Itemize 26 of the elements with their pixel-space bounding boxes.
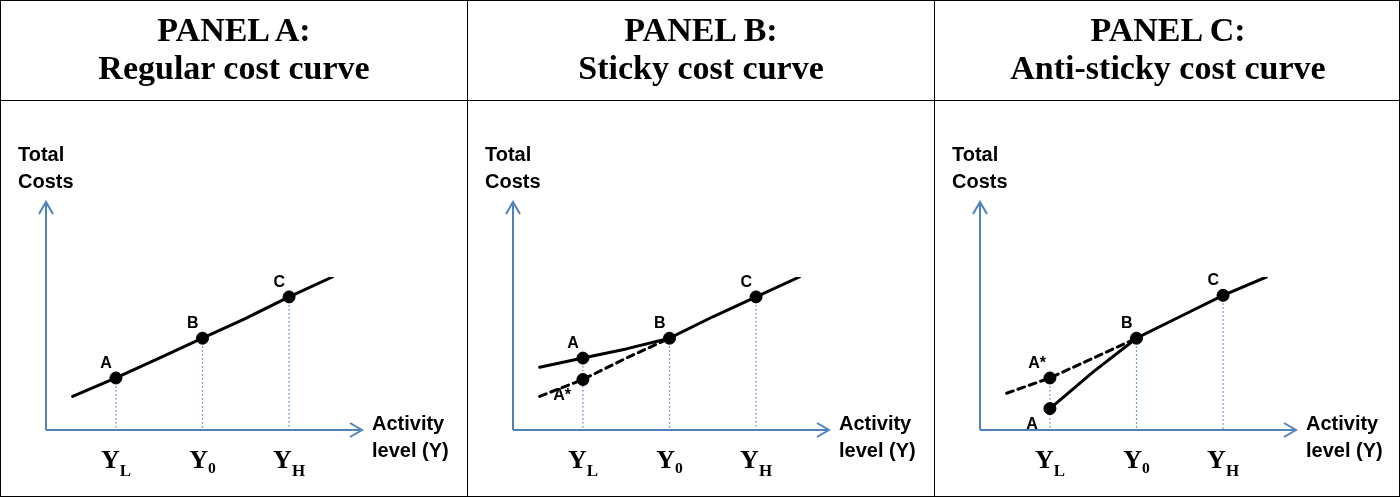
chart-subtitle: Anti-sticky cost curve	[1010, 49, 1326, 86]
annotation: A	[100, 353, 113, 371]
annotation: B	[653, 314, 666, 332]
annotation: C	[740, 272, 753, 290]
x-tick-label: Y₀	[189, 445, 216, 474]
chart-subtitle: Regular cost curve	[98, 49, 370, 86]
chart-title: PANEL A:	[157, 11, 311, 48]
annotation: C	[273, 272, 286, 290]
x-axis-title: Activity level (Y)	[372, 412, 449, 461]
annotation: B	[186, 314, 199, 332]
y-axis-title: Total Costs	[18, 143, 74, 192]
annotation: A*	[1028, 353, 1047, 371]
annotation: C	[1207, 271, 1220, 289]
chart-title: PANEL B:	[624, 11, 778, 48]
x-tick-label: Y₀	[656, 445, 683, 474]
y-axis-title: Total Costs	[485, 143, 541, 192]
annotation: A	[567, 334, 580, 352]
x-axis-title: Activity level (Y)	[1306, 412, 1383, 461]
x-axis-title: Activity level (Y)	[839, 412, 916, 461]
x-tick-label: Y₀	[1123, 445, 1150, 474]
annotation: A*	[553, 385, 572, 403]
chart-subtitle: Sticky cost curve	[578, 49, 824, 86]
y-axis-title: Total Costs	[952, 143, 1008, 192]
chart-title: PANEL C:	[1090, 11, 1246, 48]
annotation: B	[1120, 314, 1133, 332]
annotation: A	[1026, 414, 1039, 432]
